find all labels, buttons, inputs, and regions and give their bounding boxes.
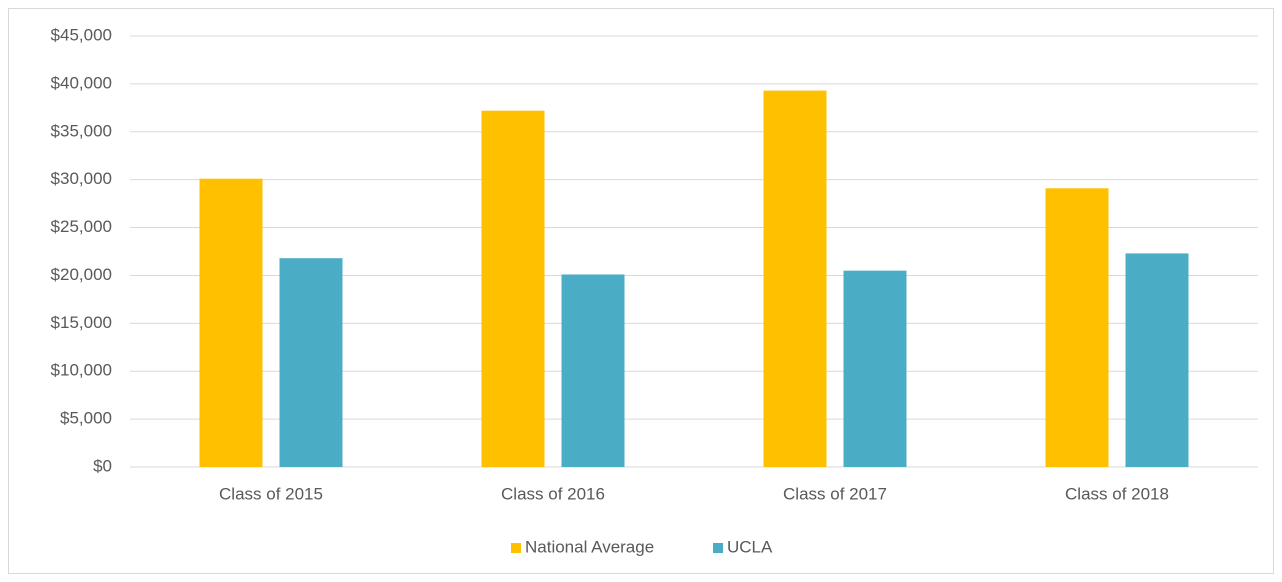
y-tick-label: $45,000 <box>51 25 112 44</box>
bar <box>763 90 827 468</box>
y-tick-label: $25,000 <box>51 217 112 236</box>
bar <box>843 270 907 467</box>
legend-label: National Average <box>525 537 654 556</box>
bar <box>279 258 343 467</box>
x-tick-label: Class of 2018 <box>1065 484 1169 503</box>
y-tick-label: $35,000 <box>51 121 112 140</box>
y-tick-label: $5,000 <box>60 409 112 428</box>
x-tick-label: Class of 2016 <box>501 484 605 503</box>
bar <box>481 110 545 467</box>
y-tick-label: $20,000 <box>51 265 112 284</box>
y-tick-label: $15,000 <box>51 313 112 332</box>
x-tick-label: Class of 2017 <box>783 484 887 503</box>
legend-swatch <box>511 543 521 553</box>
y-tick-label: $30,000 <box>51 169 112 188</box>
bar <box>561 274 625 467</box>
legend-swatch <box>713 543 723 553</box>
y-tick-label: $40,000 <box>51 73 112 92</box>
y-tick-label: $0 <box>93 456 112 475</box>
legend-label: UCLA <box>727 537 773 556</box>
bar <box>1045 188 1109 467</box>
x-tick-label: Class of 2015 <box>219 484 323 503</box>
bar <box>1125 253 1189 467</box>
y-tick-label: $10,000 <box>51 361 112 380</box>
bar <box>199 178 263 467</box>
